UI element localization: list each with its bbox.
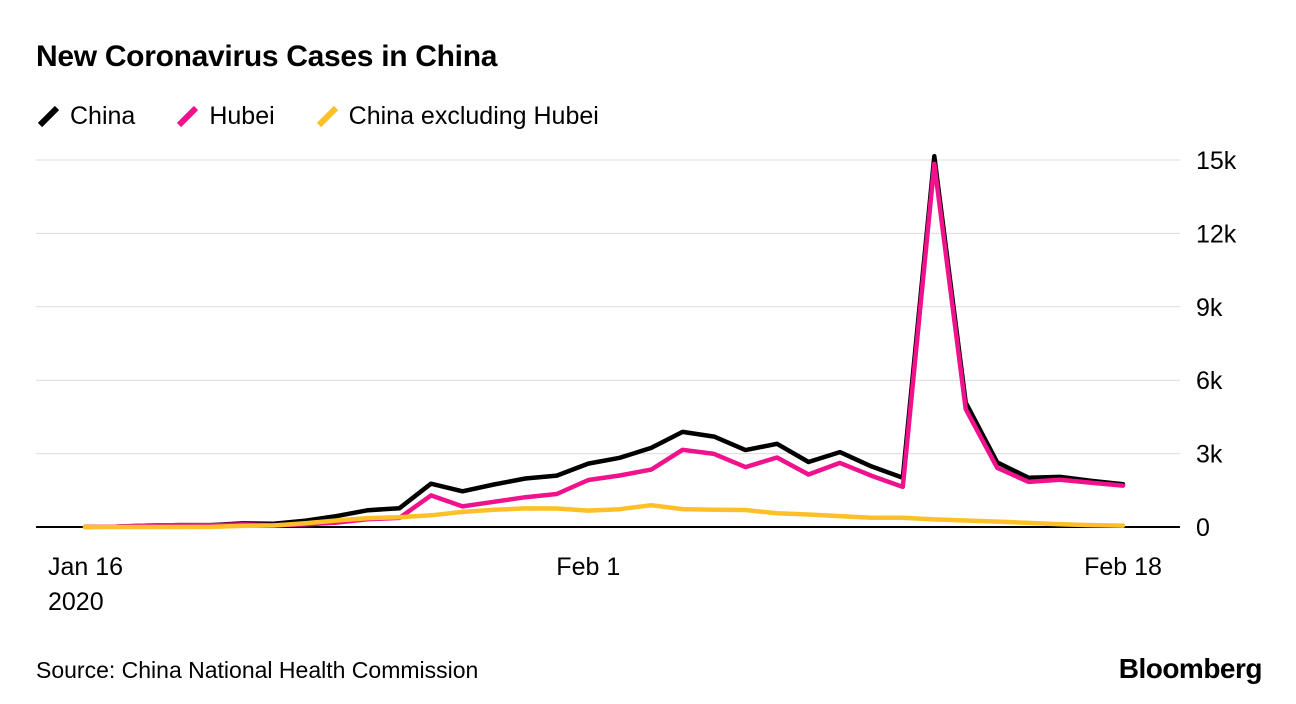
series-line-china: [82, 154, 1126, 530]
x-tick-label: Jan 16: [48, 553, 123, 581]
legend-slash-china-excluding-hubei: [316, 105, 338, 128]
legend-item-hubei: Hubei: [175, 102, 275, 131]
source-note: Source: China National Health Commission: [36, 657, 479, 683]
y-tick-label: 6k: [1196, 367, 1223, 395]
x-tick-label: Feb 1: [556, 553, 620, 581]
legend-label-china: China: [70, 102, 136, 130]
x-tick-label: Feb 18: [1084, 553, 1162, 581]
y-tick-label: 15k: [1196, 147, 1237, 175]
legend-item-china-excluding-hubei: China excluding Hubei: [315, 102, 599, 131]
series-line-china-excluding-hubei: [82, 502, 1126, 530]
legend-slash-china: [37, 105, 60, 128]
chart-legend: China Hubei China excluding Hubei: [36, 102, 599, 131]
y-tick-label: 12k: [1196, 220, 1237, 248]
chart-title: New Coronavirus Cases in China: [36, 40, 498, 73]
y-tick-label: 9k: [1196, 294, 1223, 322]
y-tick-label: 0: [1196, 514, 1210, 542]
legend-slash-icon-china-excluding-hubei: [316, 105, 338, 128]
legend-label-hubei: Hubei: [209, 102, 275, 130]
legend-slash-icon-hubei: [177, 105, 199, 128]
legend-slash-hubei: [177, 105, 199, 128]
legend-item-china: China: [36, 102, 135, 131]
bloomberg-logo: Bloomberg: [1118, 653, 1263, 684]
legend-slash-icon-china: [37, 105, 60, 128]
x-tick-sublabel: 2020: [48, 588, 104, 616]
series-line-hubei: [82, 161, 1126, 530]
line-chart: 0 3k 6k 9k 12k 15k Jan 16 2020 Feb 1 Feb 18: [36, 147, 1237, 616]
legend-label-china-excluding-hubei: China excluding Hubei: [348, 102, 599, 130]
y-tick-label: 3k: [1196, 441, 1223, 469]
